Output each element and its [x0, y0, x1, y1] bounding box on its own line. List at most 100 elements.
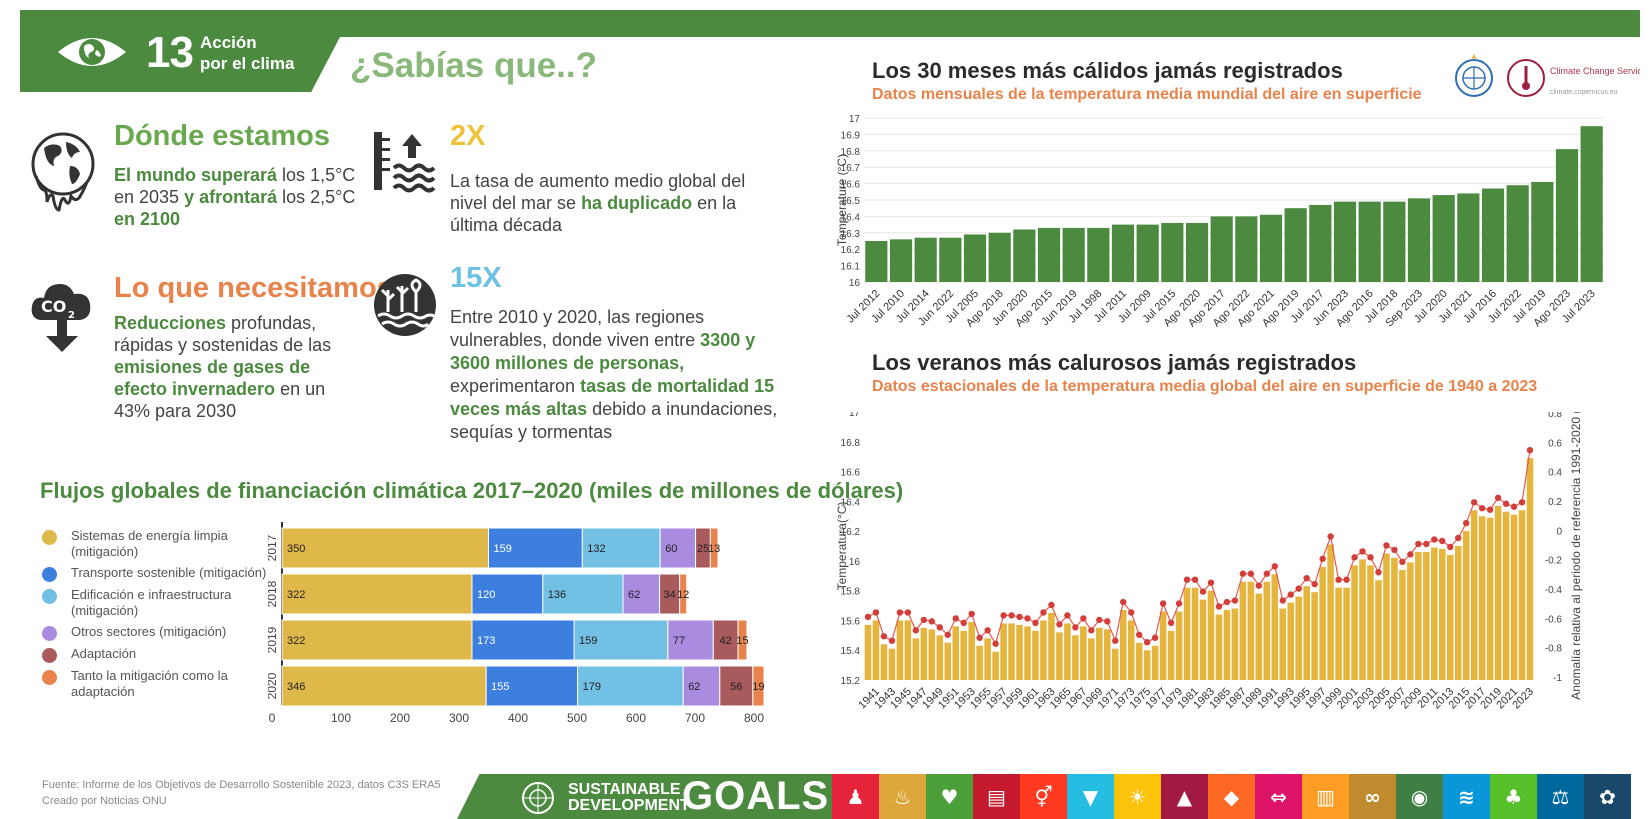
- sdg-goal-16-icon: ⚖: [1537, 774, 1584, 819]
- c2-anomaly-point: [1255, 582, 1263, 589]
- finance-value-label: 322: [287, 589, 305, 601]
- c1-bar: [1136, 224, 1159, 282]
- finance-value-label: 15: [736, 635, 748, 647]
- c2-bar: [1271, 574, 1279, 680]
- sdg-goal-1-icon: ♟: [832, 774, 879, 819]
- finance-bar-segment: [573, 619, 669, 661]
- c2-anomaly-point: [1207, 579, 1215, 586]
- c2-bar: [1375, 580, 1382, 680]
- goal-name: Acción por el clima: [200, 32, 294, 74]
- c2-bar: [952, 626, 959, 680]
- finance-x-tick: 700: [685, 711, 705, 725]
- c2-anomaly-point: [1231, 597, 1239, 604]
- finance-bar-segment: [281, 665, 487, 707]
- c2-anomaly-point: [1486, 506, 1494, 513]
- finance-bar-segment: [485, 665, 579, 707]
- c2-anomaly-point: [1239, 570, 1247, 577]
- c2-anomaly-point: [976, 634, 983, 641]
- c2-bar: [1175, 611, 1183, 680]
- finance-bar-segment: [577, 665, 684, 707]
- c2-bar: [1423, 551, 1430, 680]
- finance-legend: Sistemas de energía limpia (mitigación) T…: [42, 528, 282, 705]
- finance-value-label: 62: [628, 589, 640, 601]
- c1-bar: [1333, 201, 1357, 282]
- c2-y-tick: 15.8: [841, 587, 861, 598]
- fact-need-t2: profundas, rápidas y sostenidas de las: [114, 313, 332, 355]
- c2-anomaly-point: [1143, 639, 1151, 646]
- fact-risk-t4: tasas de mortalidad 15 veces más altas: [450, 376, 775, 419]
- fact-need-t1: Reducciones: [114, 313, 227, 333]
- c2-anomaly-point: [1510, 503, 1518, 510]
- c2-bar: [1247, 581, 1255, 680]
- c2-anomaly-point: [1383, 542, 1390, 549]
- c2-anomaly-point: [1375, 569, 1382, 576]
- c2-bar: [1119, 610, 1127, 680]
- legend-label: Edificación e infraestructura (mitigació…: [71, 587, 232, 618]
- c2-bar: [888, 648, 896, 680]
- fact-where-t5: en 2100: [114, 209, 181, 229]
- finance-year-label: 2018: [268, 580, 279, 607]
- sdg-goal-14-icon: ≋: [1443, 774, 1490, 819]
- c2-y-tick: 17: [849, 412, 861, 419]
- c2-bar: [1040, 620, 1047, 680]
- finance-bar-segment: [659, 527, 697, 569]
- finance-bar-segment: [281, 619, 473, 661]
- legend-item: Transporte sostenible (mitigación): [42, 565, 282, 582]
- c2-bar: [1407, 562, 1414, 680]
- sdg-goal-9-icon: ◆: [1208, 774, 1255, 819]
- c2-anomaly-point: [1407, 551, 1414, 558]
- c2-anomaly-point: [1311, 580, 1318, 588]
- c2-anomaly-point: [1199, 588, 1207, 595]
- finance-value-label: 159: [579, 635, 597, 647]
- fact-need-t3: emisiones de gases de efecto invernadero: [114, 357, 311, 399]
- finance-x-tick: 400: [508, 711, 528, 725]
- c2-anomaly-point: [944, 631, 951, 638]
- c2-bar: [1359, 559, 1366, 680]
- finance-value-label: 62: [688, 681, 700, 693]
- c2-anomaly-point: [1175, 600, 1183, 607]
- c2-y2-tick: -0.6: [1545, 614, 1563, 625]
- c2-bar: [1183, 587, 1191, 680]
- sdg-goal-17-icon: ✿: [1584, 774, 1631, 819]
- eye-globe-icon: [56, 30, 128, 74]
- c2-anomaly-point: [1016, 613, 1023, 621]
- c2-anomaly-point: [1399, 558, 1406, 566]
- c1-bar: [1284, 208, 1307, 282]
- sdg-goal-11-icon: ▥: [1302, 774, 1349, 819]
- c2-anomaly-point: [1263, 570, 1270, 577]
- c1-bar: [988, 232, 1011, 282]
- fact-risk-t3: experimentaron: [450, 376, 581, 396]
- c2-anomaly-point: [1391, 546, 1398, 554]
- finance-bar-segment: [471, 573, 544, 615]
- chart1-title: Los 30 meses más cálidos jamás registrad…: [872, 58, 1343, 83]
- legend-swatch: [42, 670, 57, 685]
- c2-anomaly-point: [1279, 597, 1286, 604]
- c1-bar: [865, 241, 888, 282]
- c2-bar: [1231, 608, 1239, 680]
- c1-bar: [1235, 216, 1258, 282]
- c2-anomaly-point: [1367, 554, 1374, 561]
- c1-y-tick: 17: [849, 114, 861, 125]
- c2-anomaly-point: [1223, 598, 1231, 606]
- c2-anomaly-point: [1271, 563, 1278, 570]
- c2-anomaly-point: [888, 637, 896, 644]
- fact-where-text: El mundo superará los 1,5°C en 2035 y af…: [114, 164, 364, 230]
- c2-bar: [1096, 627, 1103, 680]
- sdg-goal-2-icon: ♨: [879, 774, 926, 819]
- c2-bar: [896, 620, 904, 680]
- warmest-months-chart: 16 16.1 16.2 16.3 16.4 16.5 16.6 16.7 16.8 16.9 17…: [835, 114, 1604, 329]
- finance-value-label: 56: [730, 681, 742, 693]
- c2-bar: [1167, 630, 1175, 680]
- sdg-goal-3-icon: ♥: [926, 774, 973, 819]
- c2-bar: [1391, 557, 1398, 680]
- fact-risk-text: Entre 2010 y 2020, las regiones vulnerab…: [450, 306, 785, 444]
- ccs-name: Climate Change Service: [1550, 66, 1640, 76]
- c1-bar: [1407, 198, 1431, 282]
- c1-bar: [1432, 195, 1455, 282]
- c1-bar: [1481, 188, 1505, 282]
- svg-text:CO: CO: [41, 297, 66, 316]
- finance-x-tick: 100: [331, 711, 351, 725]
- c1-y-tick: 16.5: [841, 196, 861, 207]
- legend-swatch: [42, 530, 57, 545]
